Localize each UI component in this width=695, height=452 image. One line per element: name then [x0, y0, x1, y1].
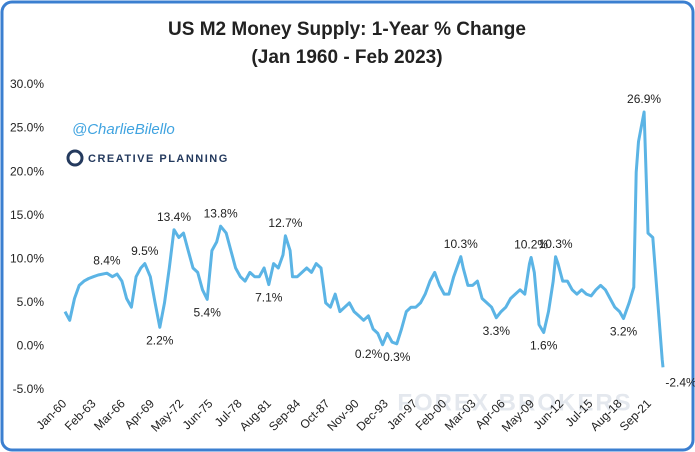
- annotation: 5.4%: [194, 306, 222, 320]
- y-tick-label: 0.0%: [17, 339, 45, 353]
- annotation: 0.2%: [355, 347, 383, 361]
- y-tick-label: -5.0%: [13, 382, 45, 396]
- y-tick-label: 5.0%: [17, 295, 45, 309]
- annotation: 10.3%: [539, 237, 573, 251]
- y-tick-label: 30.0%: [10, 77, 44, 91]
- annotation: 13.4%: [157, 210, 191, 224]
- annotation: 3.3%: [483, 324, 511, 338]
- annotation: 10.3%: [444, 237, 478, 251]
- annotation: 10.2%: [514, 238, 548, 252]
- y-tick-label: 25.0%: [10, 121, 44, 135]
- annotation: 9.5%: [131, 244, 159, 258]
- annotation: 2.2%: [146, 333, 174, 347]
- y-tick-label: 15.0%: [10, 208, 44, 222]
- annotation: 12.7%: [268, 216, 302, 230]
- chart-title: US M2 Money Supply: 1-Year % Change: [168, 19, 526, 40]
- line: [63, 110, 665, 368]
- annotation: 0.3%: [383, 350, 411, 364]
- watermark: @CharlieBilello: [72, 121, 175, 138]
- brand-logo: [66, 149, 84, 167]
- annotation: 26.9%: [627, 92, 661, 106]
- y-tick-label: 20.0%: [10, 164, 44, 178]
- annotation: -2.4%: [665, 376, 695, 390]
- chart-subtitle: (Jan 1960 - Feb 2023): [251, 47, 442, 68]
- annotation: 1.6%: [530, 339, 558, 353]
- annotation: 3.2%: [610, 325, 638, 339]
- annotation: 13.8%: [204, 206, 238, 220]
- annotation: 7.1%: [255, 291, 283, 305]
- brand: CREATIVE PLANNING: [88, 153, 229, 165]
- watermark-2: FOREX BROKERS: [397, 389, 632, 416]
- y-tick-label: 10.0%: [10, 251, 44, 265]
- annotation: 8.4%: [93, 253, 121, 267]
